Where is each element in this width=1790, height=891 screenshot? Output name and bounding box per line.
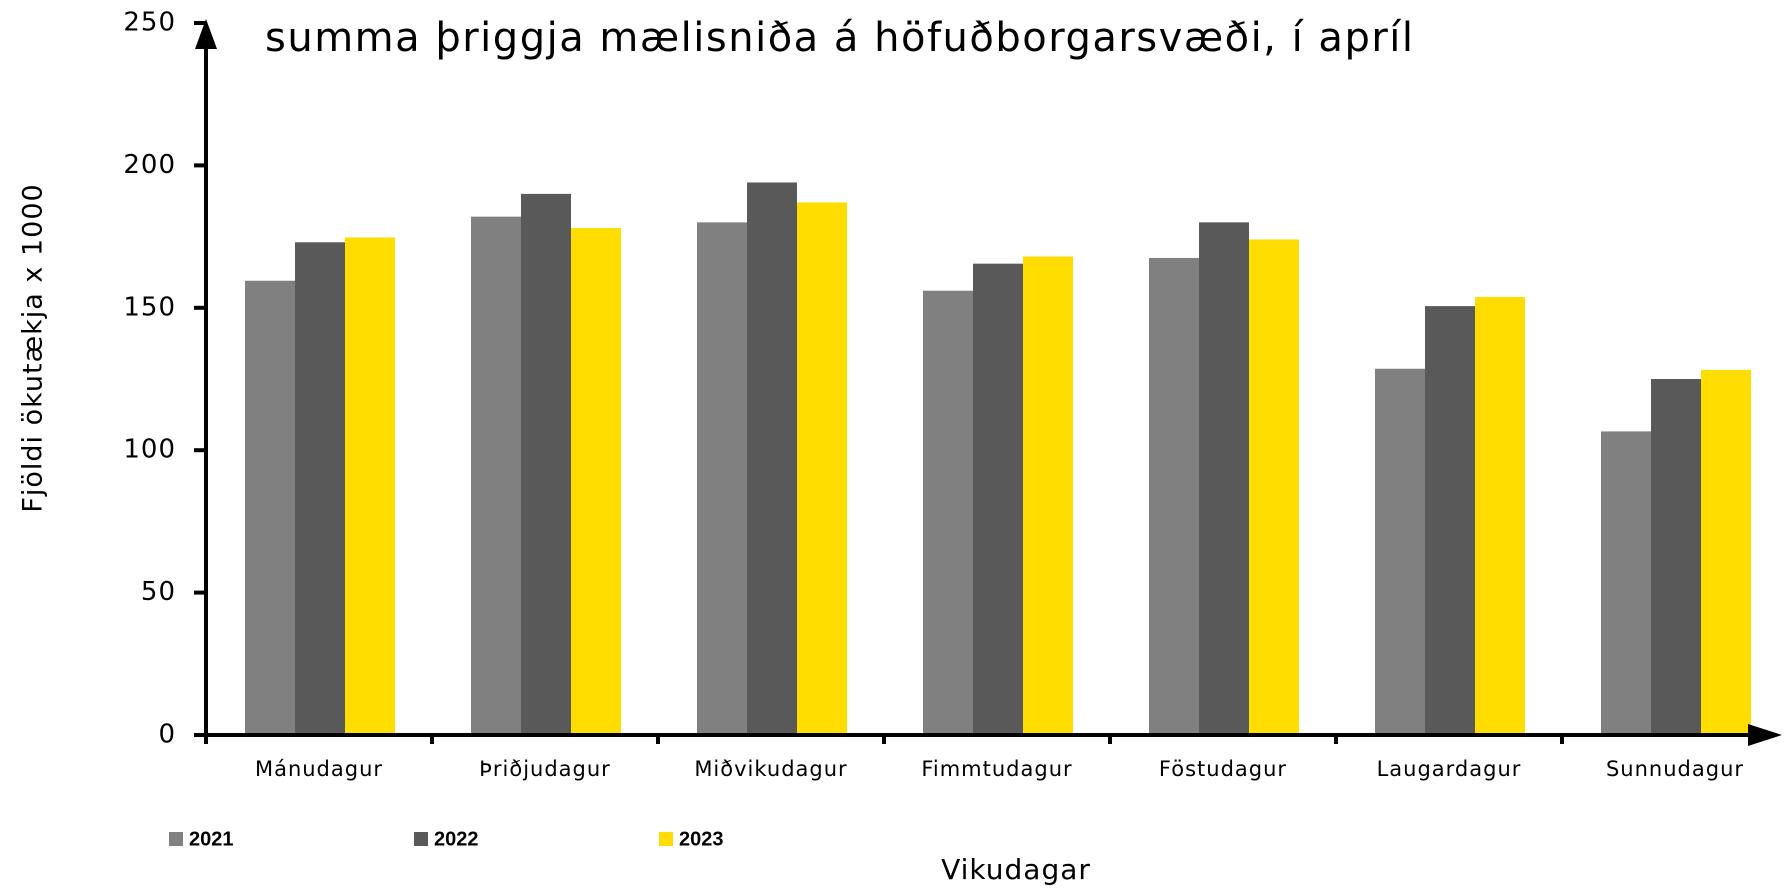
x-tick-label: Miðvikudagur — [694, 757, 847, 781]
legend-swatch — [414, 832, 428, 846]
y-tick-label: 250 — [123, 8, 176, 38]
x-axis-label: Vikudagar — [941, 853, 1091, 886]
chart-subtitle: summa þriggja mælisniða á höfuðborgarsvæ… — [265, 15, 1415, 61]
bar — [1149, 257, 1199, 735]
x-tick-label: Laugardagur — [1377, 757, 1522, 781]
bar — [471, 216, 521, 735]
bar — [697, 222, 747, 736]
legend-label: 2021 — [189, 828, 234, 850]
legend-swatch — [659, 832, 673, 846]
y-tick-label: 150 — [123, 292, 176, 322]
bar — [1475, 296, 1525, 735]
y-axis-label: Fjöldi ökutækja x 1000 — [18, 183, 49, 512]
bar — [1249, 239, 1299, 735]
bar — [1651, 379, 1701, 735]
x-tick-label: Sunnudagur — [1606, 757, 1744, 781]
legend-label: 2023 — [679, 828, 724, 850]
bar — [1199, 222, 1249, 736]
bar — [747, 182, 797, 735]
legend-swatch — [169, 832, 183, 846]
x-axis-arrow — [1748, 724, 1782, 746]
x-tick-label: Fimmtudagur — [921, 757, 1072, 781]
y-tick-label: 0 — [158, 720, 176, 750]
bar — [1701, 369, 1751, 735]
bar — [1601, 431, 1651, 735]
x-tick-label: Föstudagur — [1159, 757, 1287, 781]
x-tick-label: Þriðjudagur — [479, 757, 611, 781]
bar — [1425, 306, 1475, 735]
bar — [571, 228, 621, 735]
bar — [797, 202, 847, 735]
bar — [923, 290, 973, 735]
x-tick-label: Mánudagur — [255, 757, 383, 781]
bar — [345, 237, 395, 735]
bar — [295, 242, 345, 735]
bar — [1023, 256, 1073, 735]
y-tick-label: 50 — [141, 577, 176, 607]
bar — [245, 280, 295, 735]
y-axis-arrow — [195, 19, 217, 49]
bar — [521, 193, 571, 735]
y-tick-label: 100 — [123, 435, 176, 465]
bar — [973, 263, 1023, 735]
legend-label: 2022 — [434, 828, 479, 850]
y-tick-label: 200 — [123, 150, 176, 180]
bar — [1375, 368, 1425, 735]
